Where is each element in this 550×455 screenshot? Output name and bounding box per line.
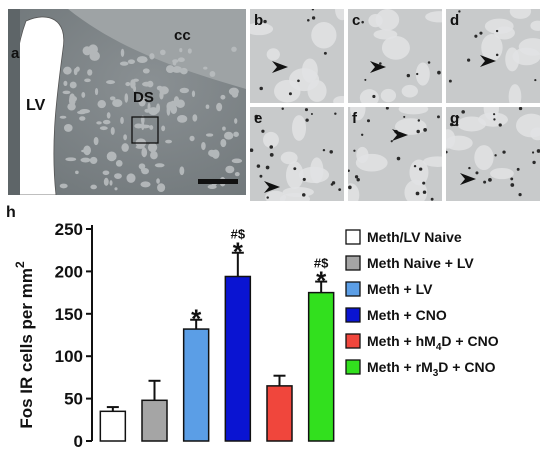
panel-label-d: d	[450, 12, 460, 29]
significance-annotation: *	[316, 266, 327, 296]
panel-label-f: f	[352, 110, 357, 127]
y-axis-label: Fos IR cells per mm2	[13, 261, 36, 429]
legend-entry: Meth + hM4D + CNO	[367, 333, 499, 353]
inset-panel-c: c	[348, 9, 442, 103]
inset-panel-f: f	[348, 107, 442, 201]
legend-entry: Meth + rM3D + CNO	[367, 359, 496, 379]
panel-label-c: c	[352, 12, 361, 29]
legend-swatch	[345, 333, 361, 349]
inset-panel-g: g	[446, 107, 540, 201]
bar-0	[99, 410, 127, 442]
significance-annotation: *	[191, 304, 202, 334]
inset-panel-e: e	[250, 107, 344, 201]
y-tick-label: 200	[55, 262, 83, 281]
bar-2	[182, 328, 210, 442]
panel-a: a LV DS cc	[8, 9, 246, 195]
arrowhead-icon	[370, 61, 386, 73]
roi-box	[131, 116, 159, 144]
panel-label-g: g	[450, 110, 460, 127]
y-tick-label: 50	[64, 390, 83, 409]
significance-annotation: *	[233, 237, 244, 267]
legend-swatch	[345, 359, 361, 375]
arrowhead-icon	[460, 173, 476, 185]
panel-label-e: e	[254, 110, 263, 127]
striatum-section-image	[8, 9, 246, 195]
bar-1	[141, 399, 168, 442]
bar-5	[307, 291, 335, 442]
inset-micrograph-b	[250, 9, 344, 103]
bar-3	[224, 275, 252, 442]
bar-4	[266, 385, 293, 442]
region-label-cc: cc	[174, 27, 191, 44]
y-tick-label: 0	[74, 432, 83, 451]
region-label-ds: DS	[133, 89, 154, 106]
y-tick-label: 100	[55, 347, 83, 366]
inset-micrograph-g	[446, 107, 540, 201]
inset-micrograph-d	[446, 9, 540, 103]
legend-entry: Meth/LV Naive	[367, 229, 462, 245]
legend-swatch	[345, 281, 361, 297]
panel-label-h: h	[6, 204, 16, 221]
legend-entry: Meth + CNO	[367, 307, 447, 323]
panel-label-a: a	[11, 45, 20, 62]
arrowhead-icon	[264, 181, 280, 193]
significance-annotation: #$	[314, 256, 329, 271]
arrowhead-icon	[480, 55, 496, 67]
legend-swatch	[345, 229, 361, 245]
inset-panel-b: b	[250, 9, 344, 103]
y-tick-label: 250	[55, 220, 83, 239]
legend-swatch	[345, 255, 361, 271]
inset-panel-d: d	[446, 9, 540, 103]
arrowhead-icon	[272, 61, 288, 73]
inset-micrograph-f	[348, 107, 442, 201]
legend-entry: Meth Naive + LV	[367, 255, 474, 271]
inset-micrograph-c	[348, 9, 442, 103]
panel-label-b: b	[254, 12, 264, 29]
scale-bar	[198, 179, 238, 184]
arrowhead-icon	[392, 129, 408, 141]
y-tick-label: 150	[55, 305, 83, 324]
legend-entry: Meth + LV	[367, 281, 433, 297]
legend-swatch	[345, 307, 361, 323]
significance-annotation: #$	[231, 227, 246, 242]
inset-micrograph-e	[250, 107, 344, 201]
region-label-lv: LV	[26, 97, 46, 114]
